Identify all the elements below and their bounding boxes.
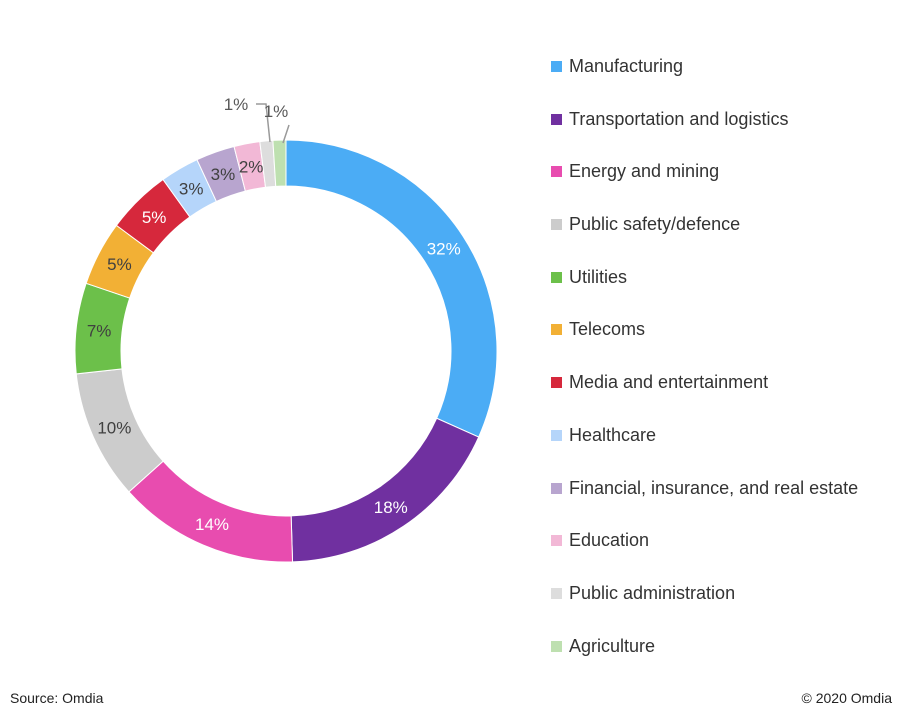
slice-energy-and-mining [128,460,294,563]
slice-transportation-and-logistics [290,417,480,563]
data-label-agriculture: 1% [264,102,289,121]
legend-label: Healthcare [569,424,657,445]
data-label-public-safety-defence: 10% [97,419,131,438]
legend-item-telecoms: Telecoms [551,315,896,368]
source-note: Source: Omdia [10,690,104,706]
legend-item-education: Education [551,526,896,579]
legend-label: Energy and mining [569,161,720,182]
data-label-media-and-entertainment: 5% [142,208,167,227]
legend-item-energy-and-mining: Energy and mining [551,157,896,210]
data-label-public-administration: 1% [224,95,249,114]
legend-swatch [551,324,562,336]
legend-label: Financial, insurance, and real estate [569,477,859,498]
legend-label: Public safety/defence [569,214,741,235]
data-label-healthcare: 3% [179,180,204,199]
legend-item-public-safety-defence: Public safety/defence [551,210,896,263]
leader-line-agriculture [282,124,290,144]
legend-item-utilities: Utilities [551,263,896,316]
data-label-energy-and-mining: 14% [195,515,229,534]
legend-swatch [551,640,562,652]
legend-swatch [551,482,562,494]
legend-label: Public administration [569,582,736,603]
data-label-financial-insurance-and-real-estate: 3% [211,165,236,184]
legend-swatch [551,271,562,283]
legend-item-public-administration: Public administration [551,579,896,632]
data-label-education: 2% [239,157,264,176]
legend-label: Manufacturing [569,56,684,76]
legend-swatch [551,61,562,72]
legend-item-healthcare: Healthcare [551,421,896,474]
slice-manufacturing [285,139,498,438]
legend-swatch [551,377,562,389]
legend-swatch [551,113,562,125]
data-label-manufacturing: 32% [427,240,461,259]
legend-item-media-and-entertainment: Media and entertainment [551,368,896,421]
copyright-note: © 2020 Omdia [801,690,892,706]
legend-label: Education [569,530,650,551]
slice-agriculture [272,139,287,187]
legend-swatch [551,429,562,441]
legend-swatch [551,166,562,178]
legend-item-agriculture: Agriculture [551,632,896,685]
leader-line-public-administration [256,103,271,143]
legend-label: Media and entertainment [569,372,769,393]
data-label-utilities: 7% [87,322,112,341]
data-label-transportation-and-logistics: 18% [374,498,408,517]
legend: Manufacturing Transportation and logistic… [551,52,896,684]
legend-label: Agriculture [569,635,656,656]
legend-label: Telecoms [569,319,646,340]
legend-swatch [551,535,562,547]
legend-swatch [551,587,562,599]
legend-item-financial-insurance-and-real-estate: Financial, insurance, and real estate [551,474,896,527]
legend-item-transportation-and-logistics: Transportation and logistics [551,105,896,158]
legend-swatch [551,219,562,231]
data-label-telecoms: 5% [107,255,132,274]
legend-label: Transportation and logistics [569,108,789,129]
legend-label: Utilities [569,266,628,287]
legend-item-manufacturing: Manufacturing [551,52,896,105]
